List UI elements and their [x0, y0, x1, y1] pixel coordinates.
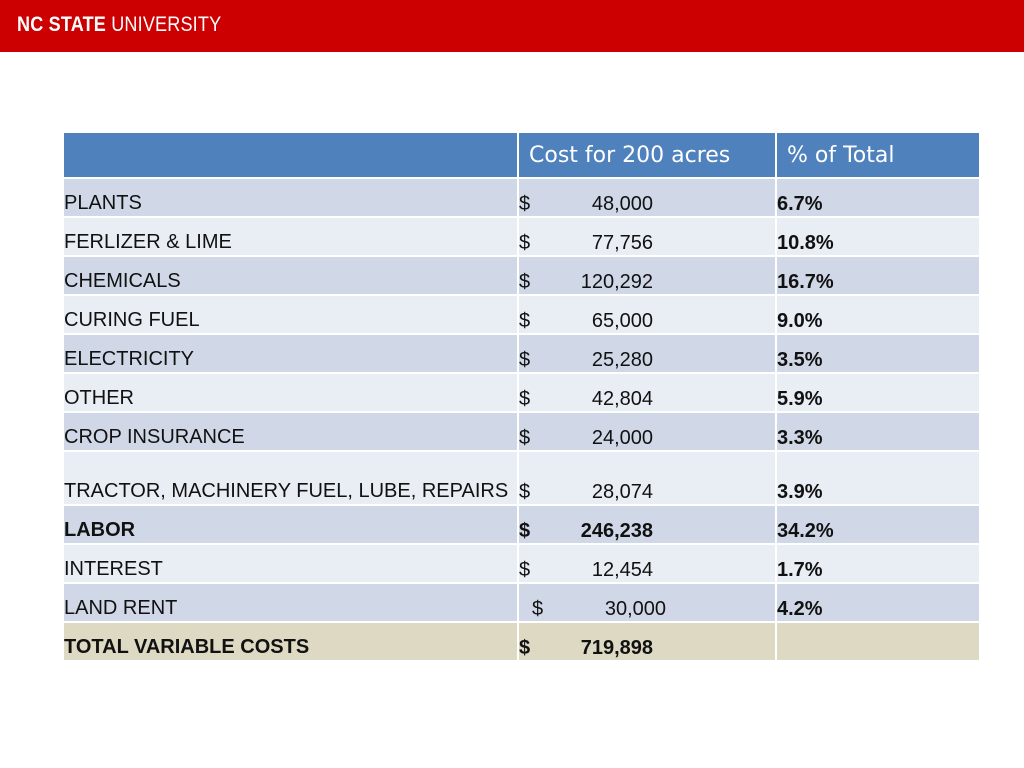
row-cost: $65,000	[517, 294, 777, 335]
brand-light: UNIVERSITY	[111, 13, 222, 36]
table-row: LABOR $246,238 34.2%	[62, 504, 981, 545]
row-pct: 16.7%	[775, 255, 981, 296]
header-pct: % of Total	[775, 131, 981, 179]
row-item: TRACTOR, MACHINERY FUEL, LUBE, REPAIRS	[62, 450, 519, 506]
row-cost: $24,000	[517, 411, 777, 452]
header-pct-label: % of Total	[787, 142, 895, 168]
row-pct: 10.8%	[775, 216, 981, 257]
row-item: FERLIZER & LIME	[62, 216, 519, 257]
row-item: LAND RENT	[62, 582, 519, 623]
table-row: CURING FUEL $65,000 9.0%	[62, 294, 981, 335]
table-row: OTHER $42,804 5.9%	[62, 372, 981, 413]
row-pct: 34.2%	[775, 504, 981, 545]
row-cost: $77,756	[517, 216, 777, 257]
total-cost: $719,898	[517, 621, 777, 662]
header-banner: NC STATE UNIVERSITY	[0, 0, 1024, 52]
row-pct: 3.3%	[775, 411, 981, 452]
cost-table: Cost for 200 acres % of Total PLANTS $48…	[62, 131, 981, 662]
row-cost: $12,454	[517, 543, 777, 584]
table-row: CHEMICALS $120,292 16.7%	[62, 255, 981, 296]
header-cost-label: Cost for 200 acres	[529, 142, 731, 168]
total-pct	[775, 621, 981, 662]
table-header-row: Cost for 200 acres % of Total	[62, 131, 981, 179]
row-item: ELECTRICITY	[62, 333, 519, 374]
total-item: TOTAL VARIABLE COSTS	[62, 621, 519, 662]
header-item	[62, 131, 519, 179]
table-row: TRACTOR, MACHINERY FUEL, LUBE, REPAIRS $…	[62, 450, 981, 506]
row-cost: $42,804	[517, 372, 777, 413]
table-row: FERLIZER & LIME $77,756 10.8%	[62, 216, 981, 257]
brand-bold: NC STATE	[17, 13, 106, 36]
table-row: CROP INSURANCE $24,000 3.3%	[62, 411, 981, 452]
row-cost: $246,238	[517, 504, 777, 545]
total-row: TOTAL VARIABLE COSTS $719,898	[62, 621, 981, 662]
row-item: CURING FUEL	[62, 294, 519, 335]
row-pct: 1.7%	[775, 543, 981, 584]
row-cost: $28,074	[517, 450, 777, 506]
row-pct: 6.7%	[775, 177, 981, 218]
row-pct: 3.9%	[775, 450, 981, 506]
row-item: LABOR	[62, 504, 519, 545]
table-row: INTEREST $12,454 1.7%	[62, 543, 981, 584]
header-cost: Cost for 200 acres	[517, 131, 777, 179]
row-cost: $25,280	[517, 333, 777, 374]
row-pct: 4.2%	[775, 582, 981, 623]
row-item: PLANTS	[62, 177, 519, 218]
row-cost: $48,000	[517, 177, 777, 218]
row-pct: 3.5%	[775, 333, 981, 374]
row-item: CROP INSURANCE	[62, 411, 519, 452]
row-cost: $120,292	[517, 255, 777, 296]
row-item: INTEREST	[62, 543, 519, 584]
table-row: PLANTS $48,000 6.7%	[62, 177, 981, 218]
table-row: ELECTRICITY $25,280 3.5%	[62, 333, 981, 374]
row-pct: 5.9%	[775, 372, 981, 413]
row-cost: $30,000	[517, 582, 777, 623]
row-item: OTHER	[62, 372, 519, 413]
row-item: CHEMICALS	[62, 255, 519, 296]
table-row: LAND RENT $30,000 4.2%	[62, 582, 981, 623]
university-logo: NC STATE UNIVERSITY	[17, 13, 221, 37]
row-pct: 9.0%	[775, 294, 981, 335]
